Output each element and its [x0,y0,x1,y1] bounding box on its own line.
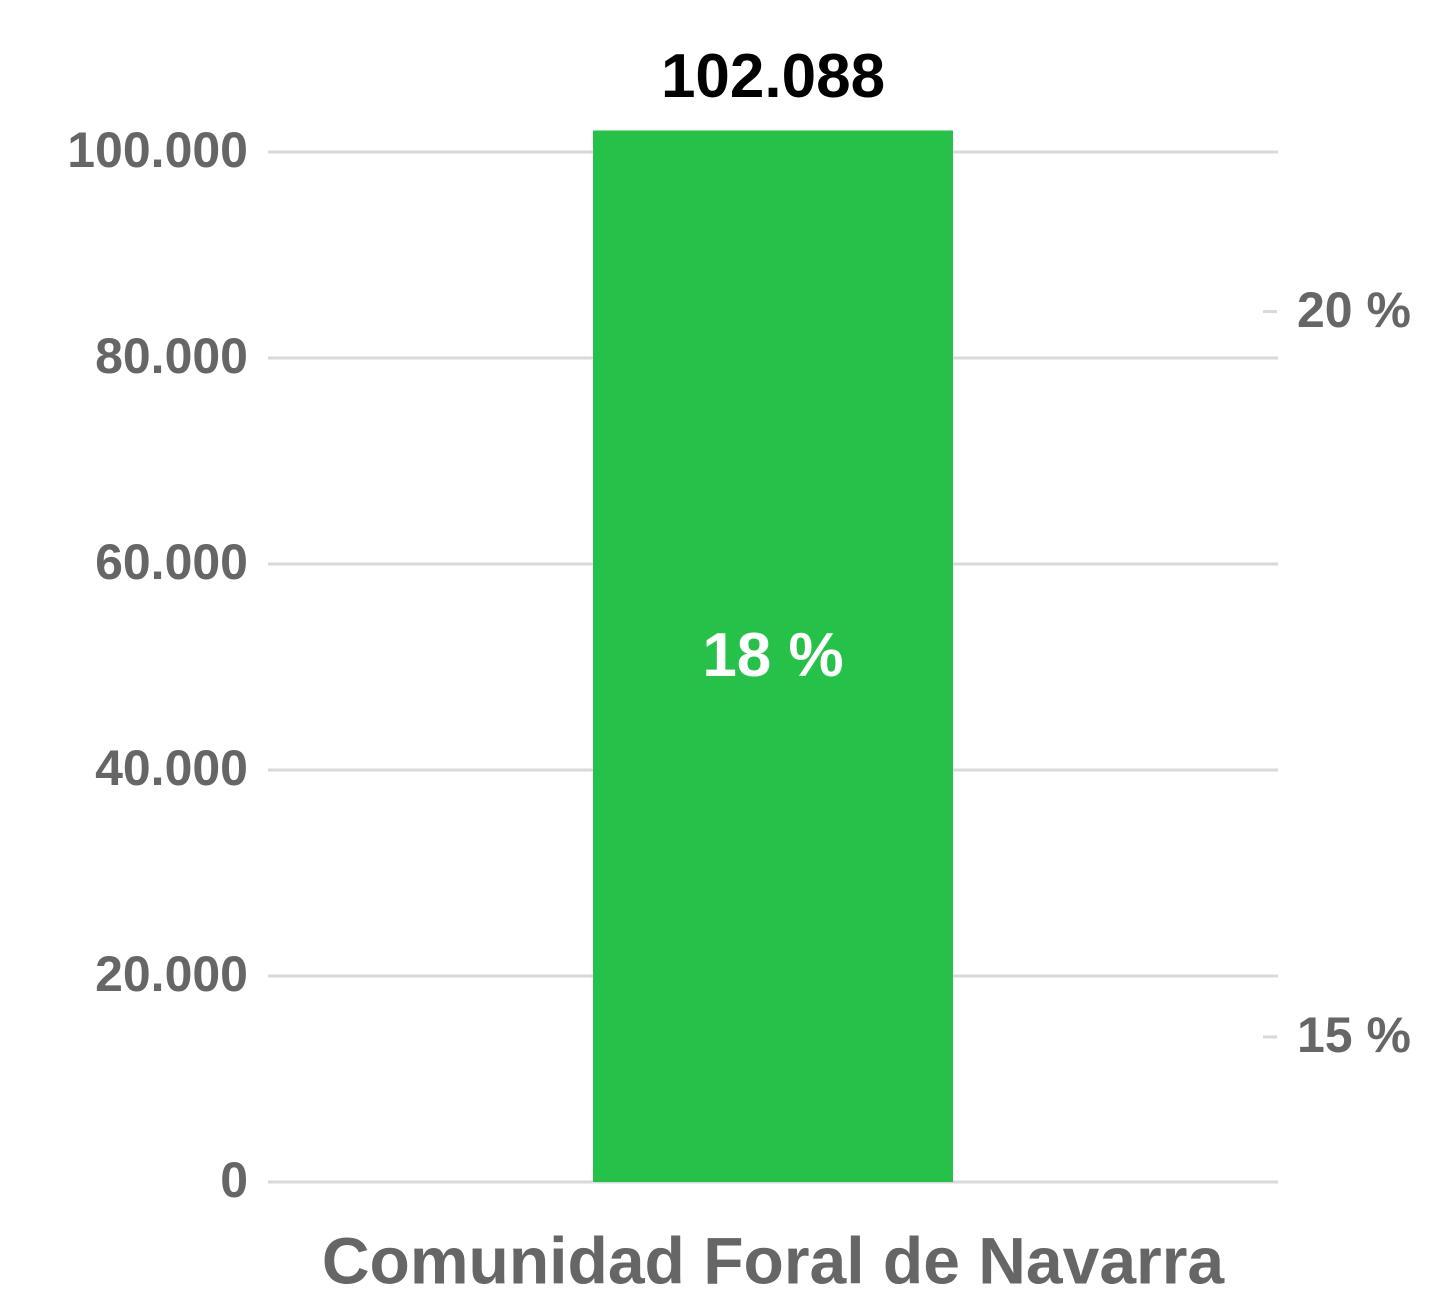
y-tick-label: 0 [220,1152,248,1208]
value-label: 102.088 [661,42,885,111]
y2-tick-label: 15 % [1297,1007,1411,1063]
y-tick-label: 60.000 [95,534,248,590]
y-tick-label: 80.000 [95,328,248,384]
bar [593,130,953,1182]
y-tick-label: 100.000 [67,122,248,178]
y2-tick-label: 20 % [1297,282,1411,338]
value-label: 18 % [702,621,843,690]
y-tick-label: 20.000 [95,946,248,1002]
y-tick-label: 40.000 [95,740,248,796]
x-tick-label: Comunidad Foral de Navarra [322,1223,1226,1296]
